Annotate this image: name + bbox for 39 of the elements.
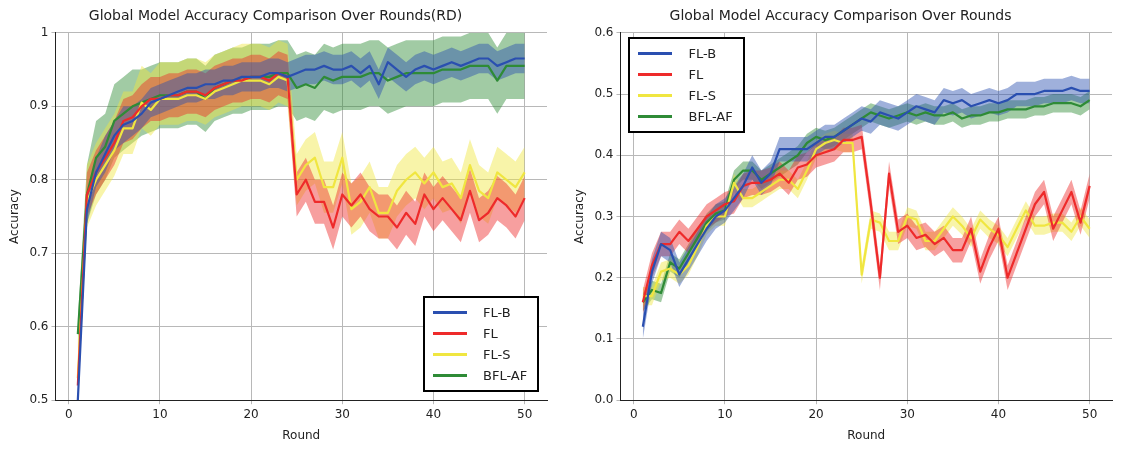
x-tick-label: 30	[334, 406, 350, 421]
y-tick-label: 0.3	[594, 208, 614, 223]
x-axis-title: Round	[282, 427, 321, 442]
y-tick-label: 0.6	[29, 318, 49, 333]
legend-label: BFL-AF	[483, 368, 528, 384]
legend-label: FL-B	[688, 45, 717, 61]
legend-label: FL-S	[483, 347, 511, 363]
y-tick-label: 0.6	[594, 24, 614, 39]
y-tick-label: 0.0	[594, 392, 614, 407]
y-tick-label: 0.8	[29, 171, 49, 186]
y-tick-label: 0.5	[29, 392, 49, 407]
legend-label: FL	[483, 326, 498, 342]
x-axis-title: Round	[847, 427, 886, 442]
x-tick-label: 20	[243, 406, 259, 421]
x-tick-label: 50	[1082, 406, 1098, 421]
legend-label: FL	[688, 66, 704, 82]
x-tick-label: 0	[629, 406, 638, 421]
x-tick-label: 20	[808, 406, 824, 421]
chart-title: Global Model Accuracy Comparison Over Rounds	[669, 7, 1012, 24]
y-axis-title: Accuracy	[7, 189, 22, 244]
x-tick-label: 40	[425, 406, 442, 421]
x-tick-label: 30	[899, 406, 915, 421]
y-tick-label: 0.7	[29, 245, 49, 260]
y-tick-label: 0.4	[594, 147, 614, 162]
chart-title: Global Model Accuracy Comparison Over Rounds(RD)	[88, 7, 463, 24]
y-tick-label: 0.5	[594, 86, 614, 101]
y-tick-label: 0.1	[594, 331, 614, 346]
legend-label: FL-B	[483, 305, 511, 321]
legend-label: FL-S	[688, 87, 716, 103]
y-tick-label: 0.9	[29, 98, 49, 113]
y-tick-label: 1	[40, 24, 49, 39]
x-tick-label: 0	[64, 406, 73, 421]
x-tick-label: 50	[517, 406, 533, 421]
x-tick-label: 10	[152, 406, 168, 421]
x-tick-label: 40	[990, 406, 1007, 421]
x-tick-label: 10	[717, 406, 733, 421]
y-tick-label: 0.2	[594, 269, 614, 284]
y-axis-title: Accuracy	[572, 189, 587, 244]
legend-label: BFL-AF	[688, 108, 733, 124]
